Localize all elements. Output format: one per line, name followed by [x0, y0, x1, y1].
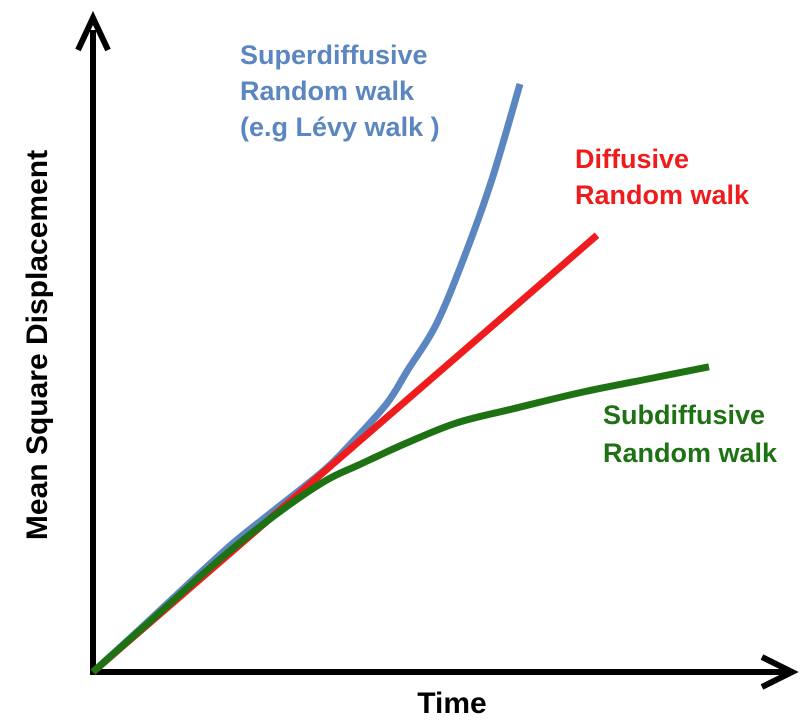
superdiffusive-series-line: [90, 83, 524, 675]
subdiffusive-series-line: [90, 363, 710, 675]
subdiffusive-label-line: Subdiffusive: [603, 400, 765, 430]
axes: [75, 10, 799, 690]
x-axis-label: Time: [417, 687, 486, 720]
diffusive-label-line: Random walk: [575, 180, 750, 210]
subdiffusive-series-label: Subdiffusive Random walk: [603, 400, 778, 468]
diffusive-label-line: Diffusive: [575, 144, 689, 174]
superdiffusive-label-line: Superdiffusive: [240, 40, 428, 70]
series-layer: [90, 83, 710, 675]
subdiffusive-label-line: Random walk: [603, 438, 778, 468]
diffusive-series-label: Diffusive Random walk: [575, 144, 750, 210]
superdiffusive-label-line: (e.g Lévy walk ): [240, 112, 440, 142]
x-axis-arrow-icon: [760, 654, 799, 690]
superdiffusive-label-line: Random walk: [240, 76, 415, 106]
y-axis-label: Mean Square Displacement: [21, 150, 54, 540]
superdiffusive-series-label: Superdiffusive Random walk (e.g Lévy walk …: [240, 40, 440, 142]
y-axis-arrow-icon: [75, 10, 111, 52]
series-labels: Superdiffusive Random walk (e.g Lévy walk …: [240, 40, 778, 468]
